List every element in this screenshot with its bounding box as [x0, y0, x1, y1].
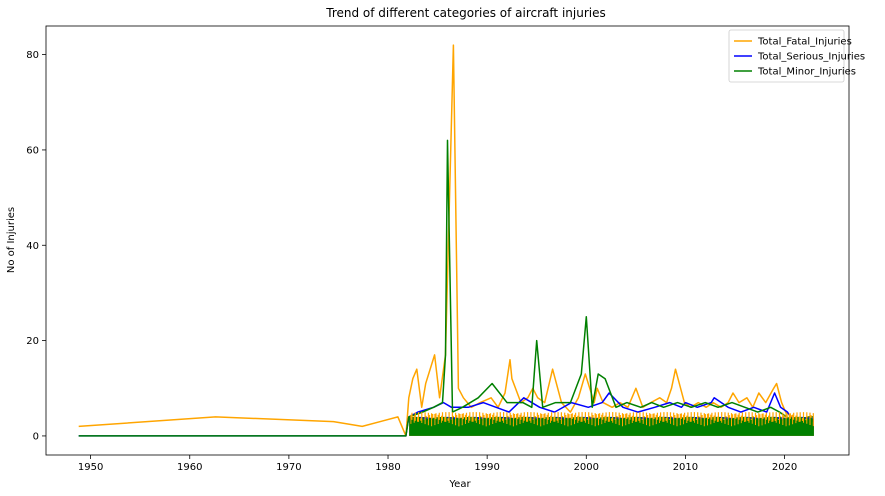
y-tick-label: 80 [26, 50, 39, 61]
y-axis-title: No of Injuries [6, 207, 17, 273]
y-tick-label: 60 [26, 145, 39, 156]
plot-frame [45, 25, 850, 456]
x-tick-label: 2000 [574, 462, 599, 473]
x-tick-label: 1950 [78, 462, 103, 473]
y-axis: 0 20 40 60 80 [26, 50, 46, 442]
x-tick-label: 1960 [177, 462, 202, 473]
legend-box [728, 29, 845, 83]
series-line-1 [78, 392, 814, 437]
y-tick-label: 40 [26, 241, 39, 252]
x-axis: 1950 1960 1970 1980 1990 2000 2010 2020 [78, 455, 797, 473]
series-line-2 [78, 139, 814, 437]
x-axis-title: Year [448, 479, 471, 490]
chart-title: Trend of different categories of aircraf… [325, 6, 605, 20]
x-tick-label: 2020 [772, 462, 797, 473]
y-tick-label: 20 [26, 336, 39, 347]
x-tick-label: 1990 [474, 462, 499, 473]
x-tick-label: 1970 [276, 462, 301, 473]
legend-label-0: Total_Fatal_Injuries [757, 37, 852, 48]
x-tick-label: 2010 [673, 462, 698, 473]
y-tick-label: 0 [33, 431, 39, 442]
series-layer [78, 44, 814, 437]
series-line-0 [78, 44, 814, 437]
legend-label-2: Total_Minor_Injuries [757, 67, 856, 78]
series-band-2 [409, 416, 814, 436]
x-tick-label: 1980 [375, 462, 400, 473]
legend-label-1: Total_Serious_Injuries [757, 52, 865, 63]
legend: Total_Fatal_Injuries Total_Serious_Injuri… [728, 29, 865, 83]
